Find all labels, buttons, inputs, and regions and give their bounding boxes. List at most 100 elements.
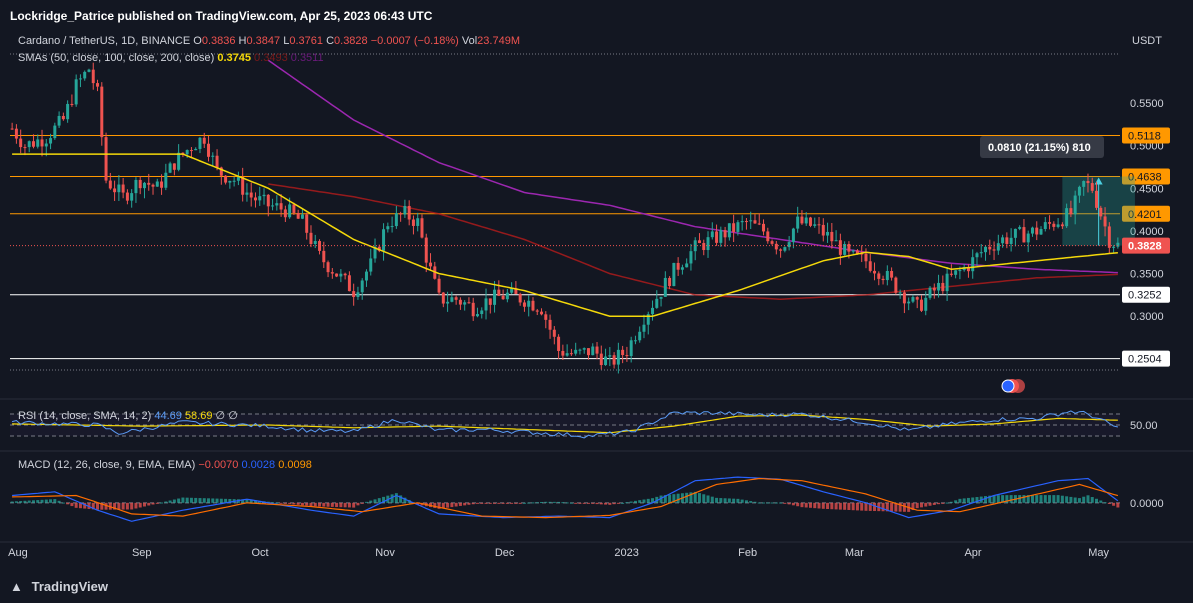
rsi-legend[interactable]: RSI (14, close, SMA, 14, 2) 44.69 58.69 … [18,409,238,422]
macd-hist-bar [130,502,134,510]
macd-hist-bar [454,502,458,507]
candle-body [864,253,868,262]
candle-body [262,194,266,197]
macd-hist-bar [817,502,821,509]
macd-hist-bar [668,494,672,503]
macd-hist-bar [497,502,501,504]
macd-hist-bar [821,502,825,509]
candle-body [966,267,970,272]
macd-hist-bar [779,502,783,504]
macd-hist-bar [685,492,689,503]
candle-body [211,155,215,157]
candle-body [749,220,753,222]
macd-hist-bar [945,502,949,504]
candle-body [31,141,35,147]
candle-body [770,241,774,244]
rsi-value: 44.69 [154,410,182,422]
candle-body [732,223,736,232]
level-tag-label: 0.2504 [1128,354,1162,366]
candle-body [1039,228,1043,235]
candle-body [292,204,296,213]
candle-body [424,237,428,263]
sma100-line [268,183,1118,300]
candle-body [685,263,689,268]
candle-body [14,128,18,139]
macd-hist-bar [475,502,479,504]
macd-hist-bar [147,502,151,506]
macd-hist-bar [399,495,403,503]
candle-body [429,262,433,267]
x-axis-label: Nov [375,547,395,559]
candle-body [347,275,351,292]
candle-body [971,257,975,272]
x-axis-label: May [1088,547,1109,559]
sma-legend[interactable]: SMAs (50, close, 100, close, 200, close)… [18,52,324,64]
macd-hist-bar [471,502,475,505]
macd-hist-bar [1005,495,1009,503]
candle-body [300,214,304,219]
macd-hist-bar [23,500,27,503]
candle-body [1005,237,1009,244]
macd-hist-bar [253,500,257,503]
candle-body [364,271,368,281]
macd-hist-bar [612,502,616,505]
level-tag-label: 0.3252 [1128,290,1162,302]
macd-hist-bar [540,502,544,504]
candle-body [258,196,262,201]
macd-hist-bar [164,501,168,503]
candle-body [501,295,505,300]
macd-legend[interactable]: MACD (12, 26, close, 9, EMA, EMA) −0.007… [18,459,312,471]
candle-body [10,128,14,130]
candle-body [941,282,945,292]
candle-body [1048,222,1052,224]
macd-hist-bar [565,502,569,504]
candle-body [915,297,919,300]
candle-body [557,336,561,351]
macd-hist-bar [493,502,497,504]
candle-body [288,204,292,218]
macd-hist-bar [890,502,894,512]
macd-hist-bar [1095,498,1099,503]
candle-body [945,273,949,292]
macd-hist-bar [510,502,514,504]
macd-hist-bar [1009,495,1013,503]
tradingview-logo[interactable]: ▲ TradingView [10,579,108,594]
candle-body [1065,208,1069,227]
macd-hist-bar [27,500,31,503]
macd-hist-bar [672,494,676,503]
candle-body [505,292,509,300]
macd-hist-bar [659,495,663,503]
macd-hist-bar [198,498,202,503]
macd-hist-bar [689,492,693,503]
candle-body [322,250,326,263]
symbol-title[interactable]: Cardano / TetherUS, 1D, BINANCE [18,35,191,47]
macd-hist-bar [300,502,304,506]
macd-hist-bar [450,502,454,508]
macd-hist-bar [1039,495,1043,503]
macd-hist-bar [586,502,590,504]
candle-body [992,249,996,251]
macd-hist-bar [885,502,889,512]
candle-body [527,300,531,307]
macd-hist-bar [458,502,462,506]
macd-hist-bar [719,498,723,503]
candle-body [937,282,941,291]
event-icon [1011,379,1025,393]
candle-body [804,217,808,224]
candle-body [241,177,245,195]
macd-hist-bar [134,502,138,509]
macd-hist-bar [78,502,82,509]
candle-body [514,288,518,294]
candle-body [561,350,565,356]
candle-body [1026,233,1030,243]
macd-hist-bar [599,502,603,505]
candle-body [510,288,514,293]
macd-hist-bar [800,502,804,508]
flag-icon [1001,379,1015,393]
candle-body [484,298,488,311]
macd-hist-bar [1099,500,1103,503]
candle-body [168,163,172,173]
macd-hist-bar [966,497,970,503]
candle-body [928,287,932,298]
